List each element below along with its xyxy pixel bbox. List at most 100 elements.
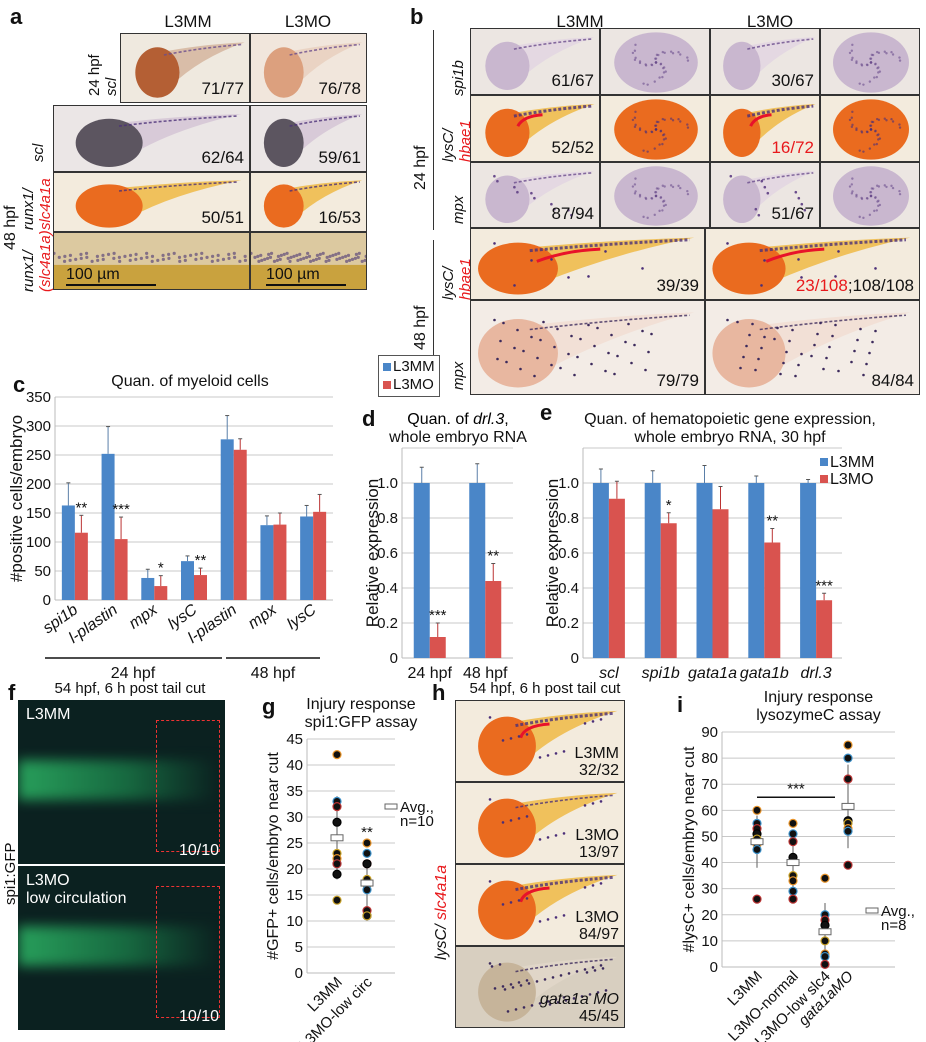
zoom-image-1: 100 µm (250, 232, 367, 290)
x-tick-label: scl (599, 665, 619, 682)
chart-title: Injury response (306, 696, 415, 713)
y-tick-label: 300 (26, 418, 51, 435)
legend-item-l3mo: L3MO (383, 376, 435, 394)
embryo-image (54, 233, 249, 289)
legend-item-l3mm: L3MM (383, 358, 435, 376)
image-l3mo-0: 30/67 (710, 28, 820, 95)
bar-l3mo-2 (712, 509, 729, 658)
x-tick-label: drl.3 (801, 665, 832, 682)
y-axis-label: Relative expression (363, 479, 382, 627)
embryo-yolk (485, 41, 530, 90)
bar-l3mm-0 (61, 505, 75, 600)
cut-region-box (156, 886, 220, 1018)
count-label: 51/67 (771, 204, 814, 223)
embryo-image (471, 229, 704, 299)
legend-label: n=8 (881, 917, 906, 934)
image-l3mo-4: 84/84 (705, 300, 920, 395)
bar-l3mo-0 (608, 498, 625, 658)
bar-l3mm-0 (413, 483, 430, 658)
embryo-image (706, 301, 919, 394)
bar-l3mm-3 (748, 483, 765, 658)
average-marker (360, 879, 374, 887)
panel-label-d: d (362, 406, 375, 431)
image-label: L3MM (26, 706, 71, 723)
panel-label-h: h (432, 680, 446, 705)
y-tick-label: 0 (710, 959, 718, 976)
significance-marker: *** (787, 780, 805, 797)
legend-label: L3MM (393, 358, 435, 375)
cut-region-box (156, 720, 220, 852)
count-label: 79/79 (656, 371, 699, 390)
count-label: 50/51 (201, 208, 244, 227)
legend-label: Avg., (881, 903, 915, 920)
bar-l3mo-3 (764, 542, 781, 658)
y-tick-label: 40 (701, 855, 718, 872)
y-tick-label: 1.0 (377, 475, 398, 492)
count-label: 71/77 (201, 79, 244, 98)
image-l3mo-3: 23/108;108/108 (705, 228, 920, 300)
zoom-image-0: 100 µm (53, 232, 250, 290)
image-3: gata1a MO 45/45 (455, 946, 625, 1028)
y-tick-label: 10 (286, 913, 303, 930)
zoom-l3mo-2 (820, 162, 920, 228)
y-tick-label: 200 (26, 476, 51, 493)
y-tick-label: 0 (295, 965, 303, 982)
data-point (332, 869, 342, 879)
chart-title: Injury response (764, 689, 873, 706)
y-tick-label: 90 (701, 724, 718, 741)
y-tick-label: 45 (286, 731, 303, 748)
bar-l3mm-6 (300, 516, 314, 600)
y-axis-label: #GFP+ cells/embryo near cut (265, 752, 282, 960)
y-tick-label: 1.0 (558, 475, 579, 492)
chart-title: Quan. of drl.3, (407, 411, 508, 428)
y-tick-label: 25 (286, 835, 303, 852)
panel-label-a: a (10, 4, 23, 29)
embryo-image (121, 34, 249, 102)
y-tick-label: 0 (43, 592, 51, 609)
count-label: 52/52 (551, 138, 594, 157)
bar-l3mm-1 (101, 453, 115, 600)
zoom-l3mm-2 (600, 162, 710, 228)
significance-marker: * (666, 497, 672, 514)
image-l3mm-2: 87/94 (470, 162, 600, 228)
bar-l3mo-3 (194, 575, 207, 600)
significance-marker: *** (429, 607, 447, 624)
chart-title-line2: whole embryo RNA (388, 429, 527, 446)
image-label-2: low circulation (26, 890, 127, 907)
count-label: 45/45 (578, 1008, 619, 1025)
significance-marker: ** (195, 552, 207, 569)
data-point (788, 837, 798, 847)
y-tick-label: 50 (701, 828, 718, 845)
data-point (843, 860, 853, 870)
x-tick-label: gata1a (688, 665, 737, 682)
image-l3mm-4: 79/79 (470, 300, 705, 395)
data-point (843, 753, 853, 763)
chart-title-line2: whole embryo RNA, 30 hpf (633, 429, 826, 446)
bar-l3mo-4 (233, 449, 247, 600)
embryo-image (711, 96, 819, 161)
x-tick-label: mpx (126, 601, 161, 633)
significance-marker: * (158, 560, 164, 577)
y-tick-label: 0.4 (558, 580, 579, 597)
embryo-yolk (263, 47, 304, 98)
y-tick-label: 150 (26, 505, 51, 522)
panel-h-title: 54 hpf, 6 h post tail cut (469, 680, 621, 697)
data-point (788, 894, 798, 904)
y-tick-label: 20 (286, 861, 303, 878)
significance-marker: ** (361, 824, 373, 841)
y-tick-label: 40 (286, 757, 303, 774)
gene-label-2: slc4a1a (433, 864, 450, 920)
bar-l3mm-1 (644, 483, 661, 658)
legend: L3MM L3MO (378, 355, 440, 397)
zoom-l3mm-1 (600, 95, 710, 162)
embryo-yolk (75, 184, 143, 228)
bar-l3mo-1 (114, 539, 128, 600)
gfp-image-top: L3MM 10/10 (18, 700, 225, 864)
chart-title-line2: lysozymeC assay (756, 707, 880, 724)
data-point (332, 801, 342, 812)
embryo-image (711, 163, 819, 227)
x-tick-label: spi1b (642, 665, 680, 682)
zoom-l3mm-0 (600, 28, 710, 95)
embryo-image (251, 106, 366, 171)
condition-label: L3MO (575, 909, 619, 926)
